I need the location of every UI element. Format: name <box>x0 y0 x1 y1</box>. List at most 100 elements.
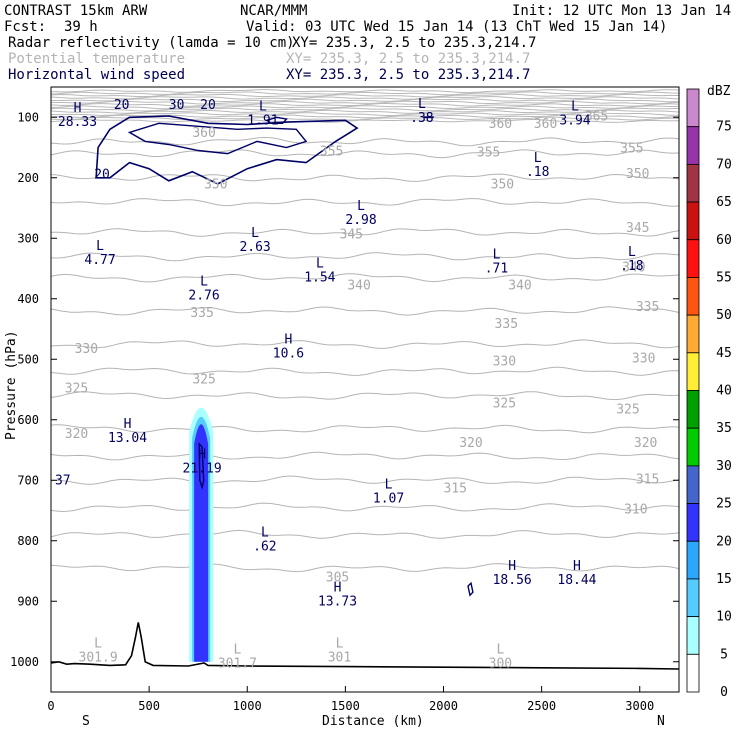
isentrope-label: 360 <box>489 117 512 132</box>
colorbar-tick-label: 40 <box>716 384 732 399</box>
isentrope-line <box>50 502 680 513</box>
extremum-value-label: .38 <box>410 111 433 126</box>
colorbar-tick-label: 75 <box>716 120 732 135</box>
contour-labels: 365 360 360 360 355 355 355 350 350 350 345 345 340 3… <box>55 97 659 672</box>
extremum-value-label: 21.19 <box>183 461 222 476</box>
colorbar-tick-label: 0 <box>720 685 728 700</box>
extremum-kind-label: L <box>251 226 259 241</box>
y-tick-label: 600 <box>17 413 39 427</box>
colorbar-tick-label: 35 <box>716 421 732 436</box>
colorbar-swatch <box>686 126 700 165</box>
field-xy-potential-temperature: XY= 235.3, 2.5 to 235.3,214.7 <box>286 51 530 67</box>
isentrope-label: 355 <box>620 141 643 156</box>
colorbar-tick-label: 15 <box>716 572 732 587</box>
extremum-kind-label: H <box>508 559 516 574</box>
isentrope-label: 330 <box>493 354 516 369</box>
header-model: CONTRAST 15km ARW <box>4 3 148 19</box>
colorbar-swatch <box>686 88 700 128</box>
wind-contour-label: 30 <box>169 98 185 113</box>
x-axis-label: Distance (km) <box>322 714 424 729</box>
wind-contour-low-level <box>467 581 474 597</box>
isentrope-label: 345 <box>626 221 649 236</box>
isentrope-label: 340 <box>508 279 531 294</box>
reflectivity-column <box>189 407 214 662</box>
terrain-profile <box>50 622 680 670</box>
y-tick-label: 300 <box>17 231 39 245</box>
isentrope-label: 320 <box>65 427 88 442</box>
plot-area: 365 360 360 360 355 355 355 350 350 350 345 345 340 3… <box>50 86 680 693</box>
extremum-value-label: 4.77 <box>84 253 115 268</box>
extremum-value-label: 10.6 <box>273 346 304 361</box>
x-tick-label: 3000 <box>625 699 654 713</box>
extremum-value-label: 13.04 <box>108 431 147 446</box>
isentrope-line <box>50 306 680 316</box>
wind-contour-label: 20 <box>200 98 216 113</box>
isentrope-line-upper <box>50 107 679 112</box>
y-tick-label: 500 <box>17 352 39 366</box>
isentrope-line-upper <box>50 114 680 119</box>
isentrope-line <box>50 273 680 283</box>
extremum-value-label: 3.94 <box>559 113 590 128</box>
extremum-value-label: 301.7 <box>218 657 257 672</box>
extremum-value-label: 13.73 <box>318 594 357 609</box>
isentrope-line <box>50 252 680 262</box>
isentrope-label: 340 <box>622 261 645 276</box>
colorbar-tick-label: 70 <box>716 157 732 172</box>
extremum-kind-label: L <box>534 151 542 166</box>
extremum-kind-label: L <box>316 257 324 272</box>
x-axis-left-end-label: S <box>82 714 90 729</box>
isentrope-label: 350 <box>626 167 649 182</box>
isentrope-line-upper <box>50 96 680 100</box>
isentrope-label: 350 <box>204 178 227 193</box>
colorbar-tick-label: 55 <box>716 270 732 285</box>
colorbar-swatch <box>686 578 700 618</box>
isentrope-line-upper <box>50 89 680 94</box>
isentrope-line <box>50 149 680 159</box>
y-tick-label: 800 <box>17 534 39 548</box>
isentrope-label: 305 <box>326 570 349 585</box>
isentrope-label: 335 <box>190 306 213 321</box>
isentrope-label: 335 <box>495 317 518 332</box>
extremum-kind-label: L <box>628 245 636 260</box>
extremum-kind-label: L <box>357 199 365 214</box>
x-tick-label: 1500 <box>331 699 360 713</box>
isentrope-line-upper <box>50 103 680 107</box>
field-xy-wind-speed: XY= 235.3, 2.5 to 235.3,214.7 <box>286 67 530 83</box>
terrain-line <box>50 622 680 670</box>
isentrope-label: 310 <box>624 503 647 518</box>
wind-contour-20 <box>95 115 359 185</box>
colorbar-swatch <box>686 540 700 580</box>
reflectivity-fill-20dbz <box>194 424 209 662</box>
extremum-value-label: .71 <box>485 262 508 277</box>
x-tick-label: 2000 <box>429 699 458 713</box>
isentrope-line-upper <box>50 109 680 114</box>
isentrope-label: 365 <box>585 109 608 124</box>
wind-speed-contours <box>95 115 474 597</box>
isentrope-label: 315 <box>444 481 467 496</box>
header-fcst-value: 39 h <box>64 19 98 35</box>
isentrope-label: 345 <box>340 227 363 242</box>
isentrope-label: 325 <box>493 397 516 412</box>
isentrope-line <box>50 563 680 573</box>
wind-contour-label: 20 <box>114 98 130 113</box>
colorbar-swatch <box>686 163 700 203</box>
y-axis-label: Pressure (hPa) <box>4 330 19 440</box>
extremum-kind-label: L <box>385 478 393 493</box>
extremum-value-label: 2.76 <box>188 288 219 303</box>
wind-contour-30 <box>127 122 308 155</box>
extremum-kind-label: H <box>285 332 293 347</box>
colorbar-swatch <box>686 427 700 467</box>
isentrope-label: 325 <box>192 372 215 387</box>
colorbar-swatch <box>686 653 700 693</box>
isentrope-label: 325 <box>65 382 88 397</box>
isentrope-label: 355 <box>320 144 343 159</box>
colorbar-tick-label: 65 <box>716 195 732 210</box>
extremum-value-label: .62 <box>253 539 276 554</box>
isentrope-label: 360 <box>192 126 215 141</box>
axes: Pressure (hPa) Distance (km) S N 0 500 100… <box>4 110 679 729</box>
extremum-kind-label: L <box>234 643 242 658</box>
isentrope-label: 315 <box>636 472 659 487</box>
wind-contour-label: 20 <box>94 168 110 183</box>
